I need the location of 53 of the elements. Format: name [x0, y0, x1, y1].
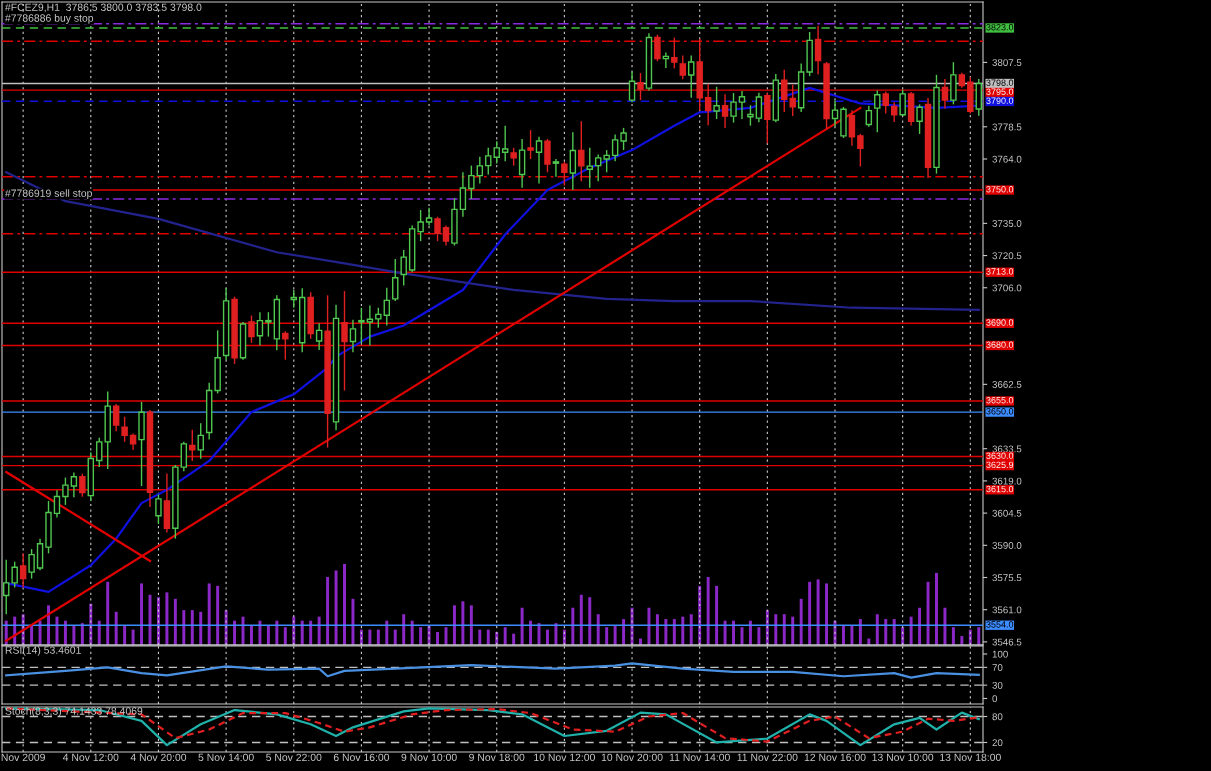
x-tick-label: 5 Nov 14:00 — [198, 753, 254, 762]
x-tick-label: 9 Nov 10:00 — [401, 753, 457, 762]
x-tick-label: 11 Nov 22:00 — [737, 753, 798, 762]
x-tick-label: 6 Nov 16:00 — [333, 753, 390, 762]
annotation: #7786886 buy stop — [4, 14, 94, 24]
x-tick-label: 13 Nov 18:00 — [940, 753, 1001, 762]
x-tick-label: 5 Nov 22:00 — [266, 753, 322, 762]
ref-line-label: 3650.0 — [986, 408, 1014, 415]
ref-line-label: 3750.0 — [986, 186, 1014, 193]
x-tick-label: 4 Nov 12:00 — [62, 753, 119, 762]
y-tick-label: 3561.0 — [992, 606, 1022, 614]
x-tick-label: Nov 2009 — [1, 753, 45, 762]
y-tick-label: 3604.5 — [992, 509, 1022, 517]
ref-line-label: 3795.0 — [986, 88, 1014, 95]
ref-line-label: 3655.0 — [986, 397, 1014, 404]
y-tick-label: 3706.0 — [992, 284, 1022, 292]
x-tick-label: 13 Nov 10:00 — [872, 753, 934, 762]
y-tick-label: 30 — [992, 681, 1003, 689]
x-tick-label: 4 Nov 20:00 — [130, 753, 187, 762]
y-tick-label: 100 — [992, 650, 1008, 658]
y-tick-label: 3807.5 — [992, 59, 1022, 67]
y-tick-label: 70 — [992, 664, 1003, 671]
y-tick-label: 20 — [992, 739, 1003, 747]
ref-line-label: 3615.0 — [986, 485, 1014, 493]
y-tick-label: 3575.5 — [992, 574, 1022, 582]
ref-line-label: 3713.0 — [986, 268, 1014, 275]
y-tick-label: 80 — [992, 713, 1003, 721]
ref-line-label: 3630.0 — [986, 452, 1014, 459]
ref-line-label: 3690.0 — [986, 319, 1014, 326]
x-tick-label: 12 Nov 16:00 — [804, 753, 866, 762]
x-tick-label: 9 Nov 18:00 — [469, 753, 525, 762]
ref-line-label: 3798.0 — [986, 79, 1014, 86]
y-tick-label: 0 — [992, 695, 998, 703]
x-tick-label: 11 Nov 14:00 — [669, 753, 730, 762]
y-tick-label: 3662.5 — [992, 381, 1022, 388]
chart-title: RSI(14) 53.4601 — [5, 646, 81, 656]
annotation: #7786919 sell stop — [4, 189, 92, 199]
ref-line-label: 3625.9 — [986, 461, 1014, 469]
y-tick-label: 3778.5 — [992, 123, 1022, 131]
ref-line-label: 3554.0 — [986, 621, 1014, 628]
x-tick-label: 10 Nov 12:00 — [534, 753, 595, 762]
y-tick-label: 3735.0 — [992, 220, 1022, 227]
ref-line-label: 3790.0 — [986, 97, 1014, 104]
chart-title: #FCEZ9,H1 3786.5 3800.0 3783.5 3798.0 — [4, 3, 202, 13]
y-tick-label: 3590.0 — [992, 542, 1022, 549]
ref-line-label: 3680.0 — [986, 341, 1014, 348]
ref-line-label: 3823.0 — [986, 24, 1014, 31]
y-tick-label: 3764.0 — [992, 155, 1022, 163]
y-tick-label: 3720.5 — [992, 252, 1022, 260]
y-tick-label: 3633.5 — [992, 445, 1022, 453]
x-tick-label: 10 Nov 20:00 — [601, 753, 663, 762]
y-tick-label: 3546.5 — [992, 638, 1022, 646]
y-tick-label: 3619.0 — [992, 477, 1022, 485]
